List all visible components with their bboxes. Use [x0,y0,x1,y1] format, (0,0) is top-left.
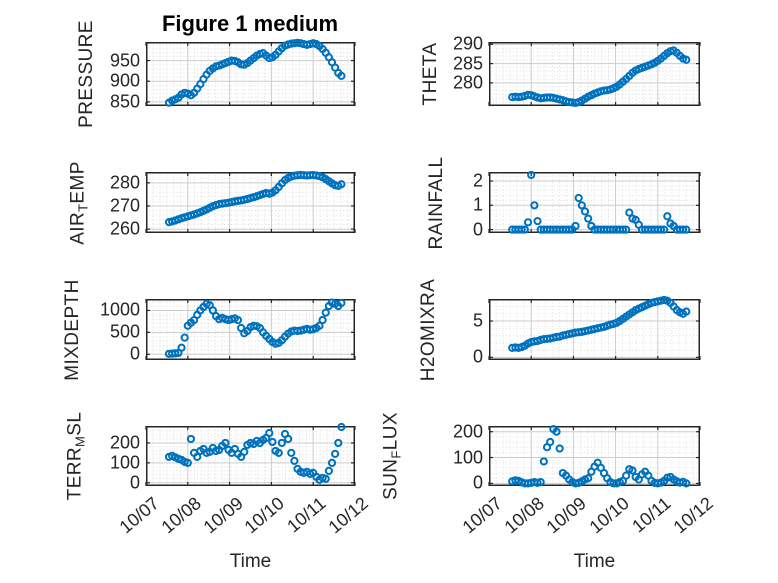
subplot-h2omixra [488,295,701,360]
data-markers-theta [508,46,691,108]
ytick-label-mixdepth: 0 [129,343,140,364]
ytick-label-air_temp: 270 [109,195,140,216]
y-axis-label-text: H2OMIXRA [418,278,439,381]
plot-area-sun_flux [488,425,701,488]
xtick-label-right: 10/09 [542,493,591,538]
ytick-label-pressure: 850 [109,91,140,112]
plot-area-air_temp [145,170,356,233]
ytick-label-terr_msl: 100 [109,452,140,473]
xtick-label-left: 10/12 [324,493,372,538]
xtick-label-left: 10/09 [199,493,247,538]
ytick-label-pressure: 900 [109,70,140,91]
y-axis-label-text: MIXDEPTH [62,278,83,381]
xtick-label-left: 10/10 [240,493,289,538]
ytick-label-air_temp: 280 [109,172,140,193]
ytick-label-terr_msl: 0 [129,472,140,493]
ytick-label-theta: 290 [452,33,483,54]
y-axis-label-subscript: M [72,435,88,447]
subplot-air_temp [145,170,356,233]
xtick-label-right: 10/07 [458,493,506,538]
ytick-label-terr_msl: 200 [109,432,140,453]
y-axis-label-subscript: T [75,203,91,212]
y-axis-label-air_temp: AIRTEMP [68,161,91,245]
data-markers-terr_msl [164,422,346,484]
y-axis-label-pressure: PRESSURE [76,20,98,128]
y-axis-label-rainfall: RAINFALL [426,156,448,249]
xtick-label-right: 10/11 [628,493,675,537]
ytick-label-h2omixra: 0 [472,346,483,367]
y-axis-label-text: SUN [380,458,402,500]
xtick-label-right: 10/12 [669,493,717,538]
ytick-label-mixdepth: 1000 [99,299,140,320]
y-axis-label-text: THETA [420,42,441,106]
ytick-label-sun_flux: 200 [452,421,483,442]
subplot-theta [488,42,701,108]
ytick-label-theta: 285 [452,53,483,74]
major-grid [489,42,700,106]
figure-title: Figure 1 medium [161,11,339,36]
y-axis-label-theta: THETA [420,43,442,106]
data-markers-sun_flux [508,425,691,488]
axes-box [146,172,355,233]
y-axis-label-text: PRESSURE [76,20,97,128]
subplot-mixdepth [145,298,356,360]
y-axis-label-text: LUX [380,412,402,451]
data-markers-h2omixra [508,295,691,352]
plot-area-terr_msl [145,422,356,486]
ytick-label-theta: 280 [452,72,483,93]
x-axis-label-left: Time [229,551,272,572]
x-axis-label-right: Time [573,551,616,572]
y-axis-label-mixdepth: MIXDEPTH [62,279,84,380]
y-axis-label-text: EMP [67,160,89,204]
major-grid [489,299,700,360]
major-grid [146,172,355,233]
xtick-label-right: 10/08 [500,493,549,538]
ytick-label-rainfall: 0 [472,219,483,240]
ytick-label-sun_flux: 100 [452,447,483,468]
y-axis-label-terr_msl: TERRMSL [65,412,88,501]
ytick-label-sun_flux: 0 [472,472,483,493]
y-axis-label-text: AIR [67,211,89,245]
axes-box [489,299,700,360]
ytick-label-air_temp: 260 [109,218,140,239]
xtick-label-left: 10/07 [115,493,163,538]
axes-box [146,426,355,486]
axes-box [146,42,355,106]
plot-area-h2omixra [488,295,701,360]
xtick-label-left: 10/11 [283,493,331,537]
plot-area-theta [488,42,701,108]
y-axis-label-h2omixra: H2OMIXRA [418,278,440,380]
subplot-sun_flux [488,425,701,488]
data-markers-mixdepth [164,298,346,358]
data-markers-pressure [164,38,346,107]
y-axis-label-text: SL [64,411,86,436]
ytick-label-h2omixra: 5 [472,310,483,331]
y-axis-label-text: RAINFALL [426,156,447,249]
ytick-label-rainfall: 2 [472,170,483,191]
data-markers-air_temp [164,170,346,227]
plot-area-pressure [145,38,356,107]
y-axis-label-subscript: F [388,450,404,459]
data-markers-rainfall [508,170,691,234]
xtick-label-left: 10/08 [157,493,205,538]
axes-box [146,299,355,360]
subplot-pressure [145,38,356,107]
subplot-terr_msl [145,422,356,486]
axes-box [489,426,700,486]
plot-area-rainfall [488,170,701,234]
ytick-label-rainfall: 1 [472,194,483,215]
y-axis-label-sun_flux: SUNFLUX [381,412,404,500]
ytick-label-mixdepth: 500 [109,321,140,342]
ytick-label-pressure: 950 [109,50,140,71]
subplot-rainfall [488,170,701,234]
y-axis-label-text: TERR [64,446,86,501]
plot-area-mixdepth [145,298,356,360]
xtick-label-right: 10/10 [585,493,633,538]
axes-box [489,42,700,106]
